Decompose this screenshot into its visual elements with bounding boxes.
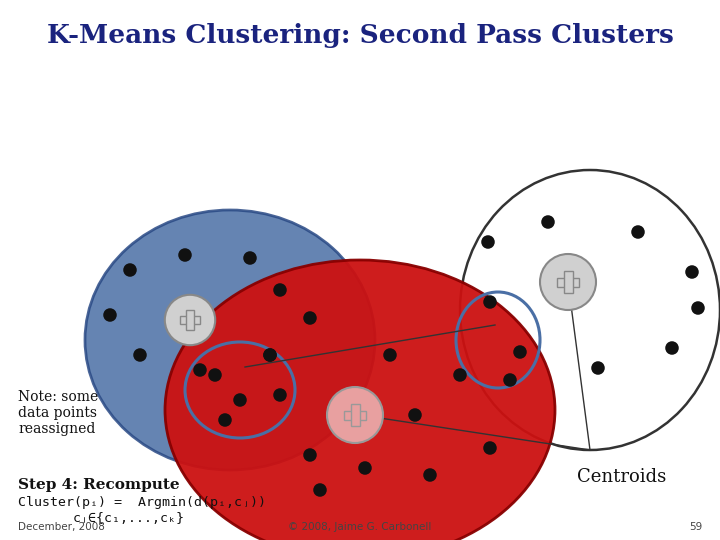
Point: [384, 350, 396, 359]
Point: [514, 348, 526, 356]
Point: [194, 366, 206, 374]
Point: [485, 298, 496, 306]
Point: [125, 266, 136, 274]
Point: [234, 396, 246, 404]
Point: [210, 370, 221, 379]
Point: [305, 314, 316, 322]
Point: [264, 350, 276, 359]
Text: 59: 59: [689, 522, 702, 532]
Point: [274, 390, 286, 399]
Bar: [180, 316, 200, 324]
Text: Step 4: Recompute: Step 4: Recompute: [18, 478, 179, 492]
Point: [104, 310, 116, 319]
Ellipse shape: [165, 260, 555, 540]
Point: [219, 416, 230, 424]
Text: © 2008, Jaime G. Carbonell: © 2008, Jaime G. Carbonell: [288, 522, 432, 532]
Point: [485, 444, 496, 453]
Ellipse shape: [460, 170, 720, 450]
Point: [454, 370, 466, 379]
Text: Cluster(pᵢ) =  Argmin(d(pᵢ,cⱼ)): Cluster(pᵢ) = Argmin(d(pᵢ,cⱼ)): [18, 496, 266, 509]
Point: [134, 350, 145, 359]
Circle shape: [327, 387, 383, 443]
Text: Centroids: Centroids: [577, 468, 667, 486]
Ellipse shape: [85, 210, 375, 470]
Point: [504, 376, 516, 384]
Point: [692, 303, 703, 312]
Text: K-Means Clustering: Second Pass Clusters: K-Means Clustering: Second Pass Clusters: [47, 23, 673, 48]
Text: cⱼ∈{c₁,...,cₖ}: cⱼ∈{c₁,...,cₖ}: [73, 512, 185, 525]
Point: [482, 238, 494, 246]
Point: [179, 251, 191, 259]
Point: [666, 343, 678, 352]
Text: Note: some
data points
reassigned: Note: some data points reassigned: [18, 390, 98, 436]
Text: December, 2008: December, 2008: [18, 522, 105, 532]
Circle shape: [540, 254, 596, 310]
Point: [593, 363, 604, 372]
Bar: [557, 278, 579, 287]
Circle shape: [165, 295, 215, 345]
Point: [424, 471, 436, 480]
Point: [244, 254, 256, 262]
Point: [305, 451, 316, 460]
Point: [409, 411, 420, 420]
Bar: [186, 310, 194, 330]
Point: [359, 464, 371, 472]
Bar: [351, 404, 359, 426]
Point: [264, 350, 276, 359]
Point: [686, 268, 698, 276]
Point: [632, 228, 644, 237]
Bar: [344, 410, 366, 420]
Point: [542, 218, 554, 226]
Point: [314, 485, 325, 494]
Point: [274, 286, 286, 294]
Bar: [564, 271, 572, 293]
